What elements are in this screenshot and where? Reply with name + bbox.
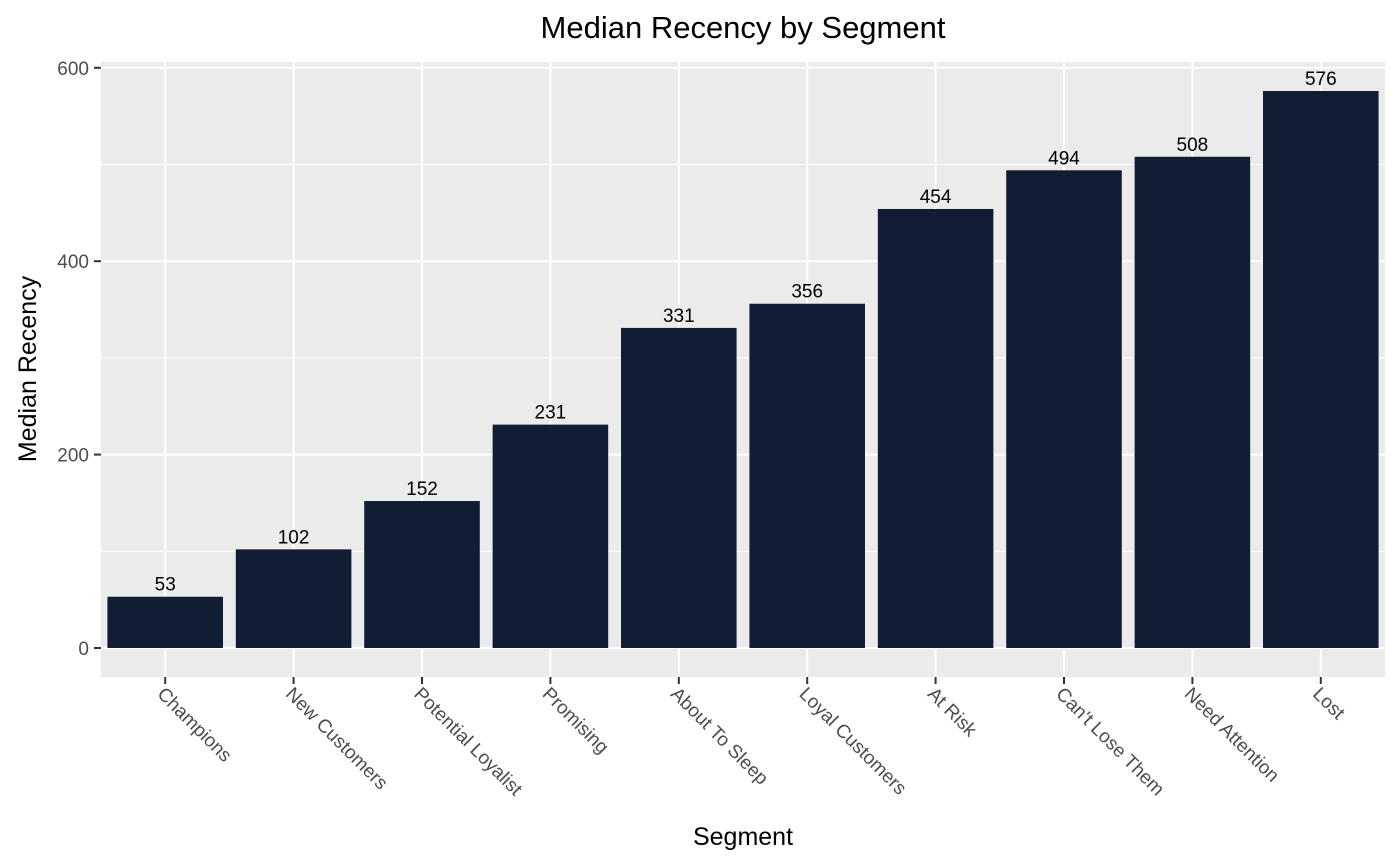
bar-value-label: 576 — [1305, 69, 1337, 90]
bar-value-label: 53 — [155, 575, 176, 596]
x-tick-label: Need Attention — [1180, 684, 1283, 787]
x-tick-label: At Risk — [923, 684, 981, 742]
x-axis-title: Segment — [693, 823, 793, 851]
bar — [235, 549, 352, 648]
x-tick-label: Loyal Customers — [795, 684, 911, 800]
data-labels: 53 102 152 231 331 356 454 494 508 576 — [155, 69, 1337, 596]
bar — [1006, 170, 1122, 648]
x-tick-label: Promising — [538, 684, 613, 759]
bars — [107, 91, 1379, 648]
bar — [107, 596, 223, 648]
y-tick-label: 0 — [78, 639, 89, 660]
bar — [749, 303, 865, 648]
bar — [1263, 91, 1379, 648]
x-tick-label: Can't Lose Them — [1051, 684, 1167, 800]
bar-value-label: 152 — [406, 479, 438, 500]
y-axis-title: Median Recency — [14, 275, 42, 462]
bar — [621, 327, 737, 648]
y-tick-label: 200 — [57, 446, 89, 467]
bar-value-label: 494 — [1048, 148, 1080, 169]
x-tick-label: Lost — [1308, 684, 1349, 725]
x-tick-label: About To Sleep — [666, 684, 772, 790]
x-tick-label: New Customers — [281, 684, 391, 794]
bar-value-label: 454 — [920, 187, 952, 208]
x-tick-label: Potential Loyalist — [409, 684, 526, 801]
x-axis: Champions New Customers Potential Loyalist… — [153, 677, 1349, 801]
bar-value-label: 331 — [663, 306, 695, 327]
bar-value-label: 508 — [1177, 135, 1209, 156]
bar — [877, 208, 994, 648]
y-tick-label: 400 — [57, 252, 89, 273]
bar-value-label: 356 — [791, 282, 823, 303]
y-axis: 0 200 400 600 — [57, 59, 101, 660]
bar — [364, 501, 480, 648]
bar-value-label: 231 — [535, 403, 567, 424]
bar — [492, 424, 609, 648]
y-tick-label: 600 — [57, 59, 89, 80]
x-tick-label: Champions — [153, 684, 236, 767]
bar — [1134, 156, 1251, 648]
bar-value-label: 102 — [278, 527, 310, 548]
chart-title: Median Recency by Segment — [541, 10, 946, 45]
